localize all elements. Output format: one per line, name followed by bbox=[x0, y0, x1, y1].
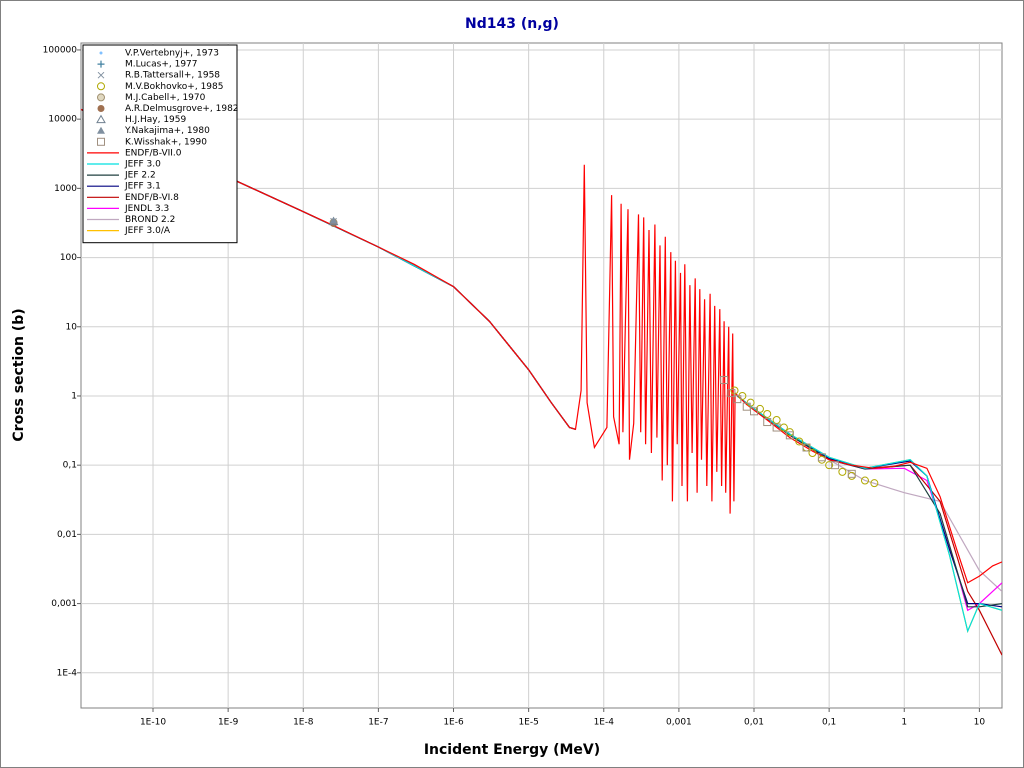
x-tick-label: 1 bbox=[901, 718, 907, 728]
data-point bbox=[727, 389, 736, 398]
y-axis-label: Cross section (b) bbox=[11, 308, 27, 441]
legend-symbol bbox=[97, 105, 105, 112]
data-point bbox=[772, 423, 781, 432]
data-point bbox=[847, 469, 856, 478]
y-tick-label: 1E-4 bbox=[57, 668, 78, 678]
legend-label: R.B.Tattersall+, 1958 bbox=[125, 71, 220, 81]
data-point bbox=[795, 437, 804, 446]
data-point bbox=[733, 395, 742, 404]
data-point bbox=[763, 409, 772, 418]
data-point bbox=[870, 479, 879, 488]
y-tick-label: 1 bbox=[71, 391, 77, 401]
data-point bbox=[742, 402, 751, 411]
legend-label: H.J.Hay, 1959 bbox=[125, 115, 186, 125]
data-point bbox=[825, 461, 834, 470]
y-tick-label: 0,1 bbox=[63, 461, 77, 471]
legend-label: A.R.Delmusgrove+, 1982 bbox=[125, 104, 239, 114]
x-tick-label: 0,1 bbox=[822, 718, 836, 728]
x-tick-label: 1E-5 bbox=[518, 718, 538, 728]
legend-label: ENDF/B-VI.8 bbox=[125, 193, 179, 203]
curves bbox=[81, 108, 1002, 656]
legend-label: JENDL 3.3 bbox=[124, 204, 169, 214]
y-tick-label: 100000 bbox=[43, 45, 78, 55]
x-tick-label: 1E-4 bbox=[594, 718, 615, 728]
legend-label: Y.Nakajima+, 1980 bbox=[124, 126, 210, 136]
data-point bbox=[802, 443, 811, 452]
data-point bbox=[329, 216, 338, 224]
data-point bbox=[772, 415, 781, 424]
data-point bbox=[808, 448, 817, 457]
data-point bbox=[838, 467, 847, 476]
data-point bbox=[720, 376, 729, 385]
data-point bbox=[860, 476, 869, 485]
data-point bbox=[785, 431, 794, 440]
legend-label: M.Lucas+, 1977 bbox=[125, 60, 198, 70]
x-tick-label: 10 bbox=[974, 718, 986, 728]
data-point bbox=[817, 453, 826, 462]
axes: 1E-10 1E-9 1E-8 1E-7 1E-6 1E-5 1E-4 0,001 0,01 0,… bbox=[43, 45, 986, 727]
y-tick-label: 10 bbox=[66, 322, 78, 332]
legend-label: JEFF 3.1 bbox=[124, 182, 161, 192]
x-tick-label: 0,01 bbox=[744, 718, 764, 728]
legend-symbol bbox=[97, 82, 105, 91]
data-point bbox=[750, 407, 759, 416]
y-tick-label: 10000 bbox=[48, 115, 77, 125]
legend-label: JEFF 3.0/A bbox=[124, 226, 171, 236]
legend-label: JEF 2.2 bbox=[124, 171, 156, 181]
y-tick-label: 100 bbox=[60, 253, 77, 263]
y-tick-label: 0,01 bbox=[57, 530, 77, 540]
legend-label: V.P.Vertebnyj+, 1973 bbox=[125, 49, 219, 59]
legend-symbol bbox=[97, 60, 105, 68]
legend-label: M.J.Cabell+, 1970 bbox=[125, 93, 206, 103]
legend-label: ENDF/B-VII.0 bbox=[125, 148, 182, 158]
legend-label: BROND 2.2 bbox=[125, 215, 175, 225]
data-point bbox=[763, 418, 772, 427]
x-tick-label: 1E-7 bbox=[368, 718, 388, 728]
x-axis-label: Incident Energy (MeV) bbox=[424, 742, 600, 758]
data-point bbox=[755, 404, 764, 413]
legend-symbol bbox=[97, 93, 105, 102]
legend-symbol bbox=[97, 71, 105, 79]
x-tick-label: 1E-9 bbox=[218, 718, 239, 728]
y-tick-label: 1000 bbox=[54, 184, 77, 194]
legend-label: K.Wisshak+, 1990 bbox=[125, 137, 207, 147]
x-tick-label: 1E-8 bbox=[293, 718, 314, 728]
legend-symbol bbox=[96, 114, 106, 124]
series-line bbox=[81, 108, 1002, 584]
data-point bbox=[831, 461, 840, 470]
chart-title: Nd143 (n,g) bbox=[465, 16, 559, 32]
legend-box bbox=[82, 44, 238, 244]
x-tick-label: 1E-10 bbox=[140, 718, 166, 728]
legend-label: M.V.Bokhovko+, 1985 bbox=[125, 82, 223, 92]
legend-symbol bbox=[99, 51, 103, 55]
x-tick-label: 0,001 bbox=[666, 718, 692, 728]
legend-symbol bbox=[97, 137, 105, 146]
legend-symbol bbox=[97, 126, 105, 134]
legend-label: JEFF 3.0 bbox=[124, 160, 161, 170]
x-tick-label: 1E-6 bbox=[443, 718, 464, 728]
y-tick-label: 0,001 bbox=[51, 599, 77, 609]
